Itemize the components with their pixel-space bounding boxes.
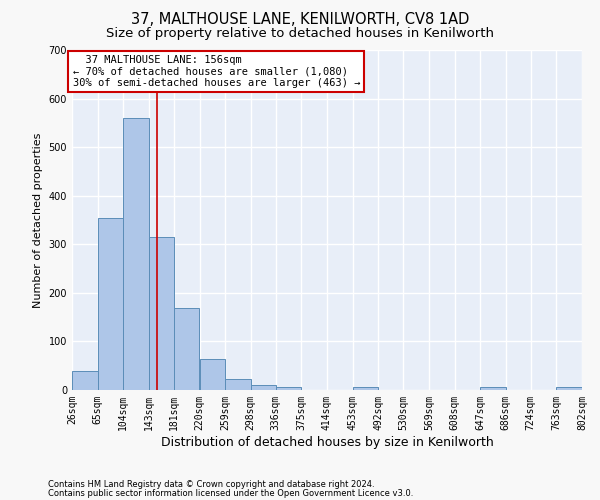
Text: Size of property relative to detached houses in Kenilworth: Size of property relative to detached ho… bbox=[106, 28, 494, 40]
Text: Contains public sector information licensed under the Open Government Licence v3: Contains public sector information licen… bbox=[48, 488, 413, 498]
Bar bbox=[72, 370, 98, 390]
Text: 37 MALTHOUSE LANE: 156sqm
← 70% of detached houses are smaller (1,080)
30% of se: 37 MALTHOUSE LANE: 156sqm ← 70% of detac… bbox=[73, 55, 360, 88]
Text: Contains HM Land Registry data © Crown copyright and database right 2024.: Contains HM Land Registry data © Crown c… bbox=[48, 480, 374, 489]
Bar bbox=[276, 387, 301, 390]
Text: 37, MALTHOUSE LANE, KENILWORTH, CV8 1AD: 37, MALTHOUSE LANE, KENILWORTH, CV8 1AD bbox=[131, 12, 469, 28]
Bar bbox=[199, 360, 225, 390]
Bar bbox=[123, 118, 149, 390]
Y-axis label: Number of detached properties: Number of detached properties bbox=[33, 132, 43, 308]
Bar bbox=[149, 237, 174, 390]
Bar bbox=[98, 218, 123, 390]
Bar bbox=[174, 308, 199, 390]
Bar bbox=[556, 387, 582, 390]
Bar bbox=[480, 387, 506, 390]
Bar bbox=[251, 385, 276, 390]
Bar bbox=[353, 387, 378, 390]
Bar bbox=[225, 380, 251, 390]
X-axis label: Distribution of detached houses by size in Kenilworth: Distribution of detached houses by size … bbox=[161, 436, 493, 448]
